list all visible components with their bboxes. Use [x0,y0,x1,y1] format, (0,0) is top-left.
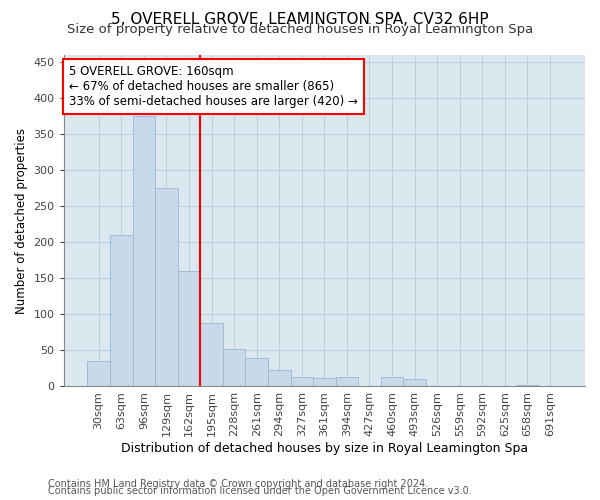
Text: Contains public sector information licensed under the Open Government Licence v3: Contains public sector information licen… [48,486,472,496]
Bar [403,380,426,386]
Bar [155,188,178,386]
Bar [381,377,403,386]
Bar [335,377,358,386]
Text: Size of property relative to detached houses in Royal Leamington Spa: Size of property relative to detached ho… [67,22,533,36]
Bar [223,349,245,387]
Y-axis label: Number of detached properties: Number of detached properties [15,128,28,314]
Bar [88,361,110,386]
X-axis label: Distribution of detached houses by size in Royal Leamington Spa: Distribution of detached houses by size … [121,442,528,455]
Bar [245,358,268,386]
Bar [516,385,539,386]
Text: 5 OVERELL GROVE: 160sqm
← 67% of detached houses are smaller (865)
33% of semi-d: 5 OVERELL GROVE: 160sqm ← 67% of detache… [69,65,358,108]
Bar [200,323,223,386]
Text: Contains HM Land Registry data © Crown copyright and database right 2024.: Contains HM Land Registry data © Crown c… [48,479,428,489]
Bar [178,271,200,386]
Bar [290,377,313,386]
Bar [110,235,133,386]
Bar [268,370,290,386]
Text: 5, OVERELL GROVE, LEAMINGTON SPA, CV32 6HP: 5, OVERELL GROVE, LEAMINGTON SPA, CV32 6… [111,12,489,28]
Bar [313,378,335,386]
Bar [133,116,155,386]
